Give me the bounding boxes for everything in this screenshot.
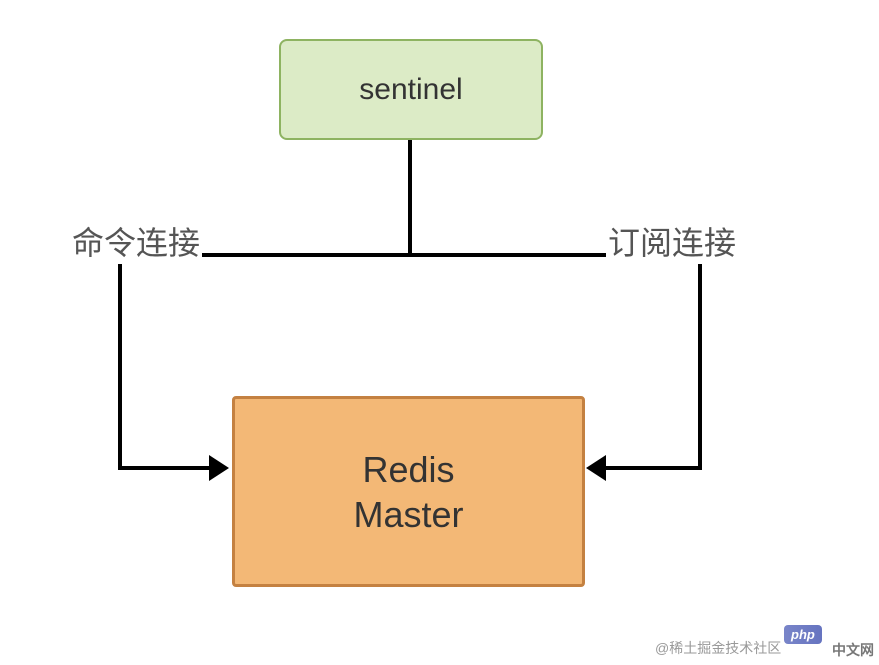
arrow-left	[209, 455, 229, 481]
php-badge: php	[784, 625, 822, 644]
edge-left-horizontal	[118, 466, 213, 470]
edge-left-vertical	[118, 253, 122, 470]
subscribe-connection-label: 订阅连接	[606, 218, 738, 264]
master-label-wrap: Redis Master	[353, 447, 463, 537]
command-connection-label: 命令连接	[70, 218, 202, 264]
sentinel-label: sentinel	[359, 73, 462, 107]
edge-right-vertical	[698, 253, 702, 470]
sentinel-node: sentinel	[279, 39, 543, 140]
master-label-line2: Master	[353, 492, 463, 537]
master-label-line1: Redis	[353, 447, 463, 492]
edge-center-vertical	[408, 140, 412, 256]
master-node: Redis Master	[232, 396, 585, 587]
edge-right-horizontal	[606, 466, 702, 470]
watermark-cn: 中文网	[832, 640, 874, 660]
watermark-text: @稀土掘金技术社区	[655, 638, 781, 658]
arrow-right	[586, 455, 606, 481]
